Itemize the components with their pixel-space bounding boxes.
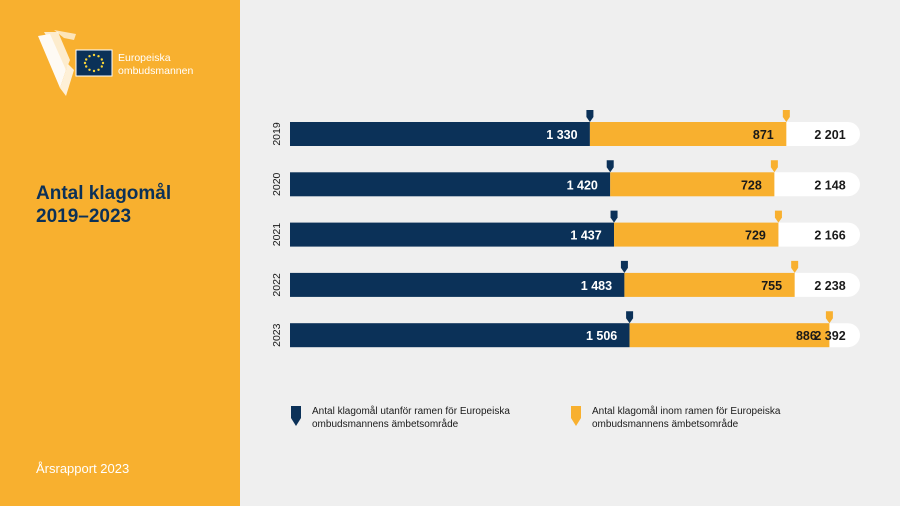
- legend-label-inside: Antal klagomål inom ramen för Europeiska…: [592, 406, 781, 430]
- title-line2: 2019–2023: [36, 206, 132, 227]
- marker-inside-icon: [782, 110, 790, 122]
- page-title: Antal klagomål 2019–2023: [36, 182, 171, 228]
- total-bar: [774, 122, 860, 146]
- complaints-bar-chart: 1 330 871 2 201 2019 1 420 728 2 148 2020 1 437 7…: [271, 110, 860, 348]
- sidebar: Europeiska ombudsmannen Antal klagomål 2…: [0, 0, 240, 506]
- value-label-outside: 1 437: [570, 229, 601, 243]
- bar-inside: [629, 323, 830, 348]
- total-label: 2 392: [814, 329, 845, 343]
- total-label: 2 148: [814, 178, 845, 192]
- value-label-inside: 729: [745, 229, 766, 243]
- value-label-outside: 1 483: [581, 279, 612, 293]
- bar-outside: [290, 323, 630, 348]
- bar-inside: [614, 222, 779, 247]
- value-label-outside: 1 420: [567, 178, 598, 192]
- year-label: 2020: [271, 172, 283, 196]
- value-label-outside: 1 330: [546, 128, 577, 142]
- total-label: 2 238: [814, 279, 845, 293]
- marker-outside-icon: [620, 260, 628, 273]
- year-label: 2019: [271, 122, 283, 146]
- bar-outside: [290, 222, 615, 247]
- marker-inside-icon: [770, 160, 778, 173]
- report-footer: Årsrapport 2023: [36, 461, 130, 476]
- value-label-outside: 1 506: [586, 329, 617, 343]
- legend-item-outside: Antal klagomål utanför ramen för Europei…: [290, 405, 552, 431]
- orange-marker-icon: [571, 406, 581, 426]
- brand-line1: Europeiska: [118, 52, 171, 64]
- bar-inside: [589, 122, 787, 146]
- value-label-inside: 755: [761, 279, 782, 293]
- ombudsman-logo: [38, 30, 113, 96]
- marker-inside-icon: [774, 210, 782, 223]
- legend-item-inside: Antal klagomål inom ramen för Europeiska…: [570, 405, 832, 431]
- total-bar: [762, 172, 860, 197]
- marker-inside-icon: [791, 260, 799, 273]
- marker-outside-icon: [586, 110, 594, 122]
- navy-marker-icon: [291, 406, 301, 426]
- swoosh-icon: [38, 30, 76, 96]
- bar-inside: [624, 272, 795, 297]
- value-label-inside: 871: [753, 128, 774, 142]
- total-bar: [782, 272, 860, 297]
- brand-name: Europeiska ombudsmannen: [118, 52, 193, 78]
- value-label-inside: 886: [796, 329, 817, 343]
- brand-line2: ombudsmannen: [118, 65, 194, 77]
- bar-outside: [290, 122, 590, 146]
- eu-flag-icon: [75, 49, 113, 77]
- title-line1: Antal klagomål: [36, 183, 172, 204]
- bar-inside: [610, 172, 775, 197]
- marker-inside-icon: [825, 311, 833, 324]
- total-label: 2 166: [814, 229, 845, 243]
- bar-outside: [290, 172, 611, 197]
- marker-outside-icon: [606, 160, 614, 173]
- marker-outside-icon: [610, 210, 618, 223]
- legend-label-outside: Antal klagomål utanför ramen för Europei…: [312, 406, 510, 430]
- year-label: 2021: [271, 223, 283, 247]
- year-label: 2023: [271, 323, 283, 347]
- year-label: 2022: [271, 273, 283, 297]
- marker-outside-icon: [626, 311, 634, 324]
- bar-outside: [290, 272, 625, 297]
- total-bar: [766, 222, 860, 247]
- value-label-inside: 728: [741, 178, 762, 192]
- total-label: 2 201: [814, 128, 845, 142]
